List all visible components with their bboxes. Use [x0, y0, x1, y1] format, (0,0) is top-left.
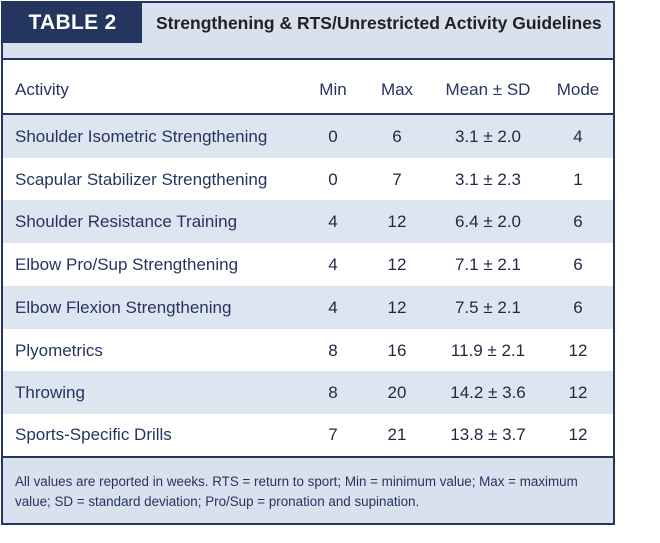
max-cell: 7: [392, 169, 402, 189]
max-cell: 12: [387, 211, 407, 231]
min-cell: 8: [328, 382, 338, 402]
mode-cell: 4: [573, 126, 583, 146]
table-footnote: All values are reported in weeks. RTS = …: [3, 456, 613, 523]
mode-cell: 6: [573, 297, 583, 317]
column-header-mean-sd: Mean ± SD: [445, 80, 531, 99]
table-title: Strengthening & RTS/Unrestricted Activit…: [156, 13, 602, 33]
activity-cell: Elbow Pro/Sup Strengthening: [15, 254, 239, 274]
column-header-min: Min: [319, 80, 347, 99]
mode-cell: 12: [568, 340, 588, 360]
mean-sd-cell: 13.8 ± 3.7: [450, 424, 526, 444]
table-frame: TABLE 2 Strengthening & RTS/Unrestricted…: [1, 1, 615, 525]
activity-cell: Elbow Flexion Strengthening: [15, 297, 232, 317]
mean-sd-cell: 7.1 ± 2.1: [454, 254, 522, 274]
mode-cell: 1: [573, 169, 583, 189]
table-row: Sports-Specific Drills 7 21 13.8 ± 3.7 1…: [3, 413, 613, 456]
table-label: TABLE 2: [3, 3, 142, 43]
table-row: Elbow Pro/Sup Strengthening 4 12 7.1 ± 2…: [3, 243, 613, 286]
column-header-activity: Activity: [15, 80, 69, 99]
mean-sd-cell: 3.1 ± 2.0: [454, 126, 522, 146]
table-row: Scapular Stabilizer Strengthening 0 7 3.…: [3, 158, 613, 201]
max-cell: 16: [387, 340, 407, 360]
min-cell: 0: [328, 169, 338, 189]
min-cell: 4: [328, 297, 338, 317]
min-cell: 4: [328, 211, 338, 231]
activity-cell: Shoulder Isometric Strengthening: [15, 126, 268, 146]
table-row: Elbow Flexion Strengthening 4 12 7.5 ± 2…: [3, 286, 613, 329]
title-bar: TABLE 2 Strengthening & RTS/Unrestricted…: [3, 3, 613, 60]
table-row: Throwing 8 20 14.2 ± 3.6 12: [3, 371, 613, 414]
mean-sd-cell: 11.9 ± 2.1: [450, 340, 526, 360]
min-cell: 8: [328, 340, 338, 360]
column-header-mode: Mode: [556, 80, 600, 99]
mode-cell: 12: [568, 382, 588, 402]
mean-sd-cell: 6.4 ± 2.0: [454, 211, 522, 231]
activity-cell: Sports-Specific Drills: [15, 424, 172, 444]
table-row: Plyometrics 8 16 11.9 ± 2.1 12: [3, 329, 613, 372]
max-cell: 21: [387, 424, 407, 444]
min-cell: 0: [328, 126, 338, 146]
max-cell: 12: [387, 297, 407, 317]
max-cell: 6: [392, 126, 402, 146]
table-row: Shoulder Resistance Training 4 12 6.4 ± …: [3, 200, 613, 243]
activity-cell: Shoulder Resistance Training: [15, 211, 238, 231]
mean-sd-cell: 14.2 ± 3.6: [450, 382, 526, 402]
header-row: Activity Min Max Mean ± SD Mode: [3, 67, 613, 115]
activity-cell: Plyometrics: [15, 340, 103, 360]
mode-cell: 6: [573, 254, 583, 274]
activity-cell: Throwing: [15, 382, 85, 402]
max-cell: 20: [387, 382, 407, 402]
mean-sd-cell: 3.1 ± 2.3: [454, 169, 522, 189]
mode-cell: 12: [568, 424, 588, 444]
table-row: Shoulder Isometric Strengthening 0 6 3.1…: [3, 115, 613, 158]
mode-cell: 6: [573, 211, 583, 231]
min-cell: 4: [328, 254, 338, 274]
activity-cell: Scapular Stabilizer Strengthening: [15, 169, 268, 189]
column-header-max: Max: [380, 80, 414, 99]
min-cell: 7: [328, 424, 338, 444]
max-cell: 12: [387, 254, 407, 274]
mean-sd-cell: 7.5 ± 2.1: [454, 297, 522, 317]
